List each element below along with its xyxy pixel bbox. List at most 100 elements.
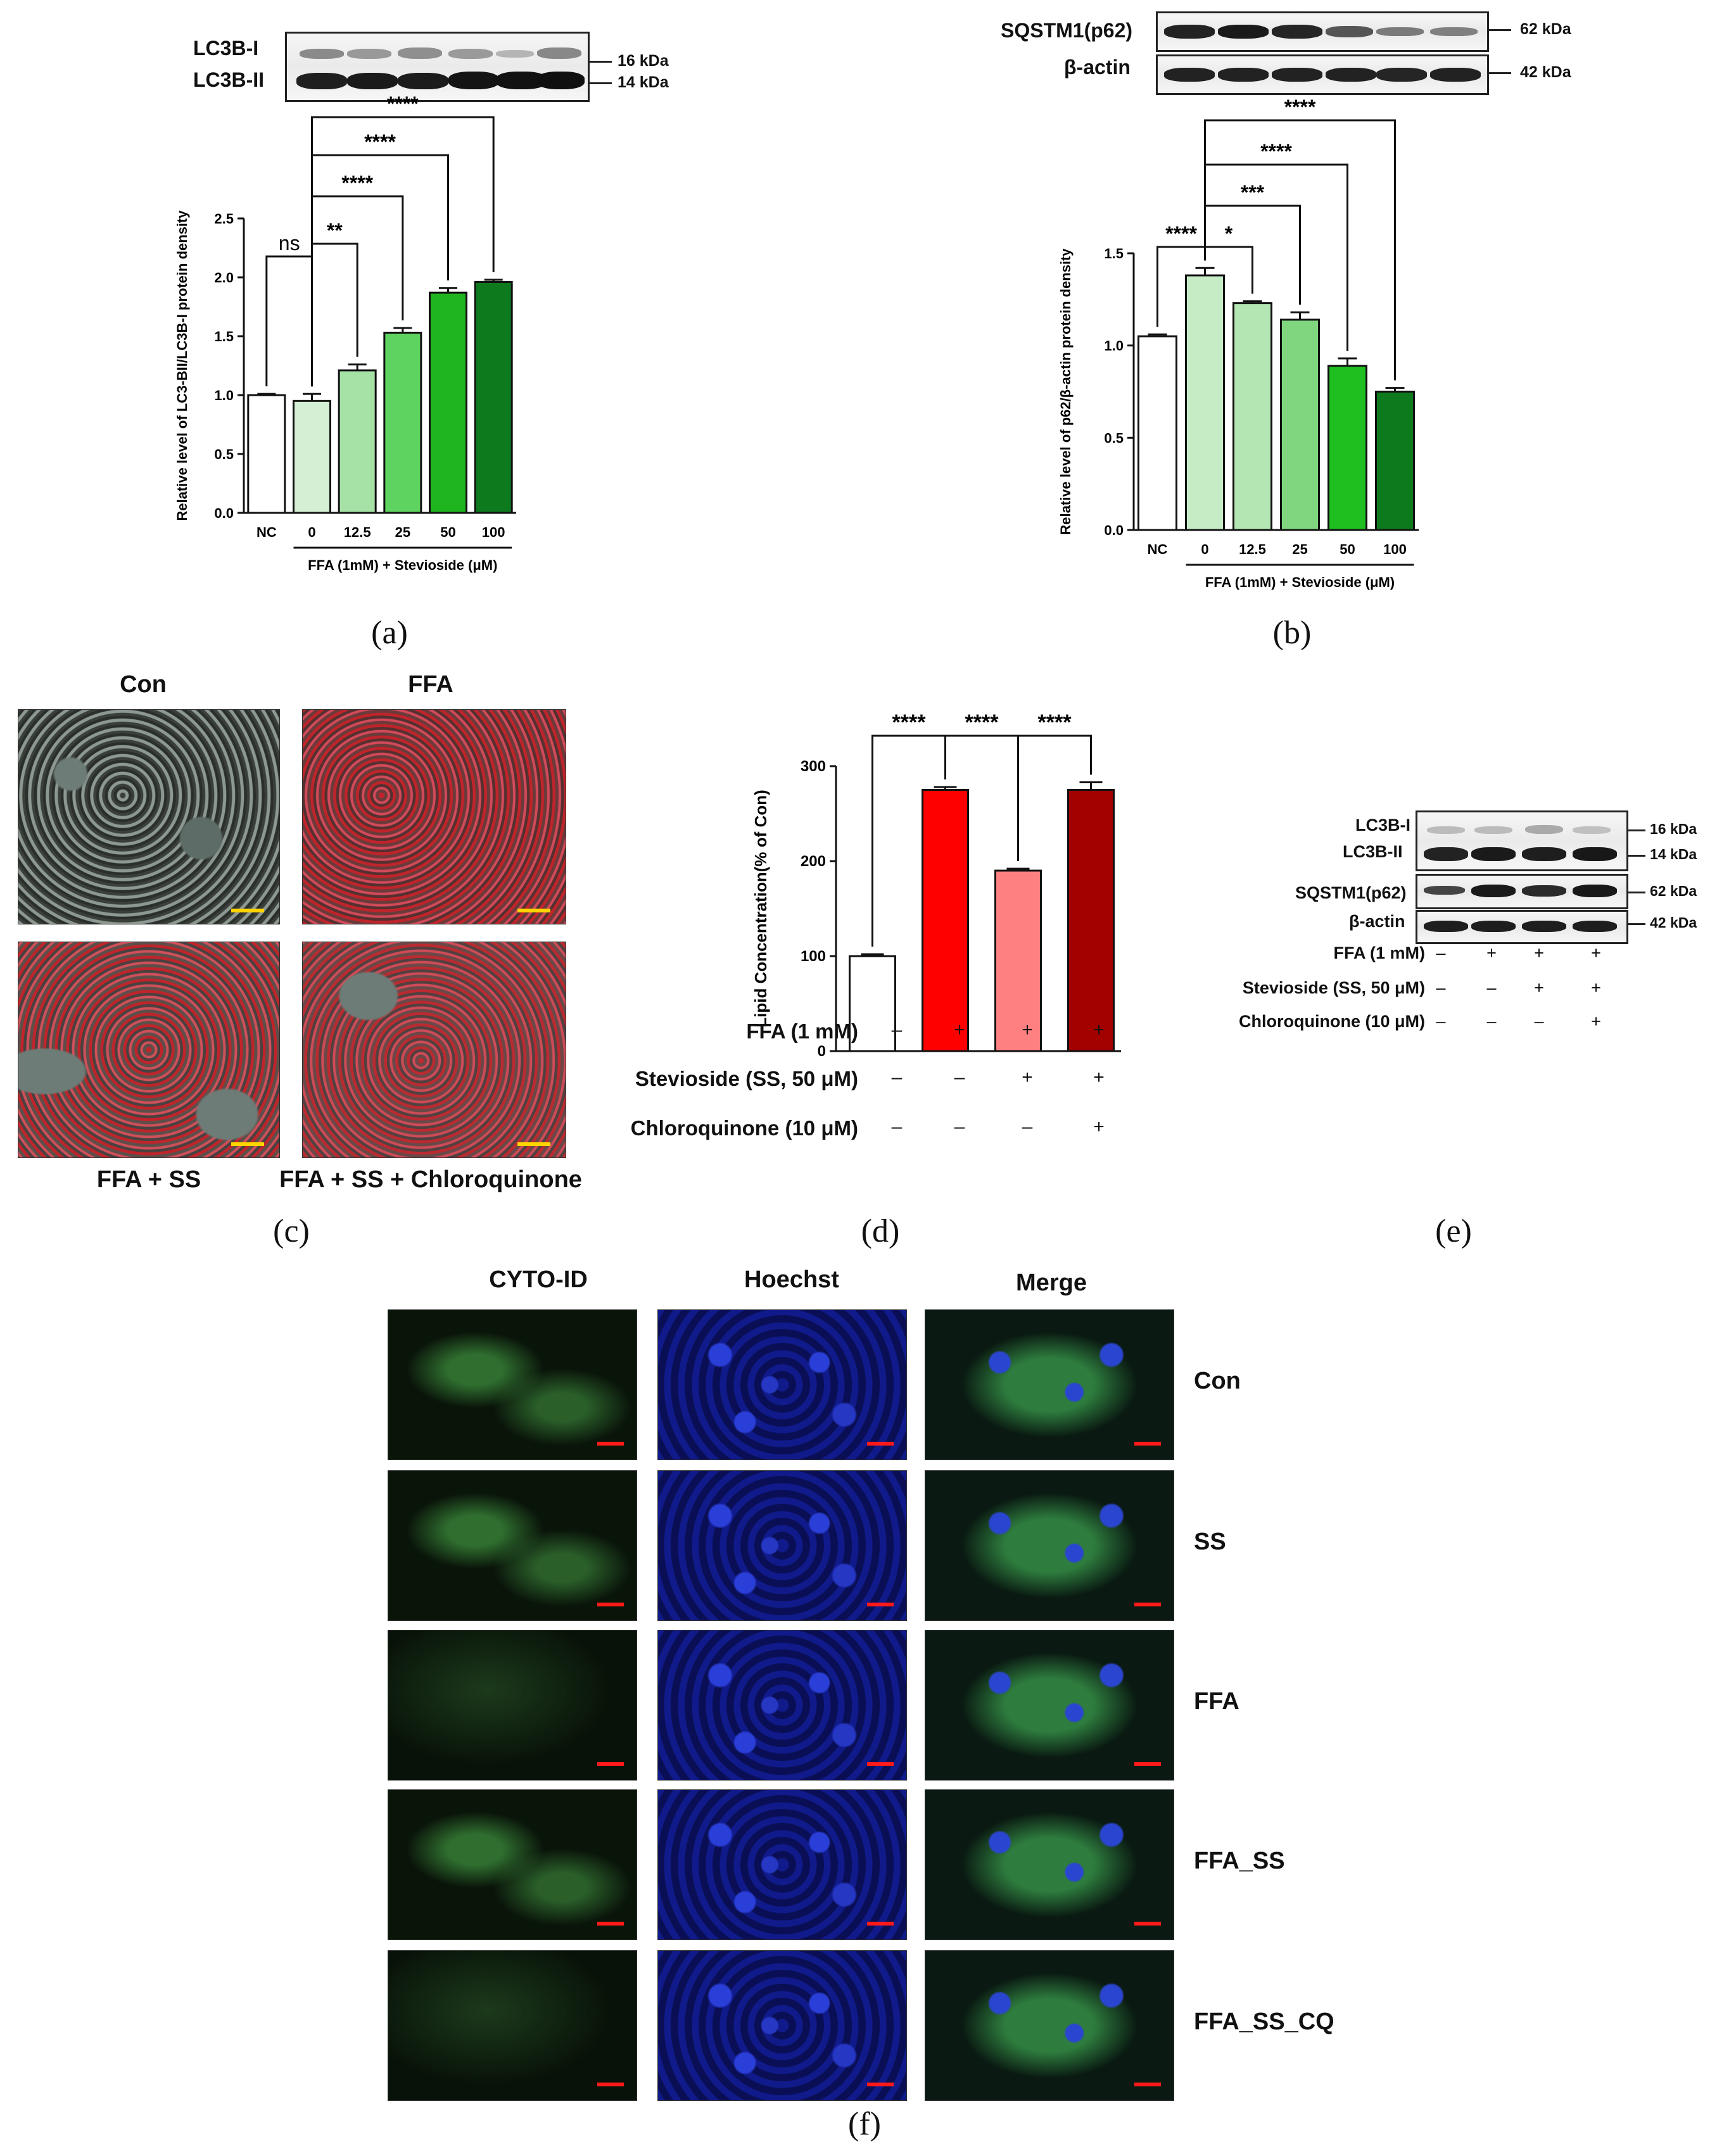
micrograph-con	[18, 709, 280, 924]
significance-bracket	[1204, 163, 1348, 351]
condition-label: FFA (1 mM)	[746, 1019, 858, 1043]
condition-sign: +	[1093, 1019, 1105, 1040]
panel-label-a: (a)	[371, 615, 408, 651]
blot-e-label-sqstm1: SQSTM1(p62)	[1295, 883, 1407, 902]
condition-sign: –	[891, 1067, 903, 1088]
y-tick-label: 1.0	[1104, 338, 1124, 354]
fluorescence-image-cytoid	[388, 1309, 637, 1460]
blot-e-label-beta-actin: β-actin	[1349, 912, 1405, 931]
scale-bar	[597, 1922, 624, 1926]
significance-bracket	[311, 154, 449, 387]
bar	[1280, 318, 1320, 531]
fluorescence-image-merge	[925, 1309, 1174, 1460]
y-tick-label: 1.5	[1104, 246, 1124, 262]
condition-sign: –	[1486, 978, 1497, 997]
panel-f-row-label: FFA	[1194, 1688, 1239, 1715]
fluorescence-image-merge	[925, 1950, 1174, 2101]
y-tick-label: 1.5	[214, 329, 234, 344]
y-tick-label: 0	[818, 1043, 826, 1060]
scale-bar	[597, 1762, 624, 1766]
x-axis-label: FFA (1mM) + Stevioside (μM)	[308, 557, 497, 573]
y-axis-label: Lipid Concentration(% of Con)	[751, 790, 770, 1028]
blot-e-label-lc3b-ii: LC3B-II	[1343, 842, 1403, 861]
fluorescence-image-hoechst	[657, 1950, 907, 2101]
bar	[247, 394, 286, 514]
panel-label-f: (f)	[848, 2106, 881, 2142]
condition-label: FFA (1 mM)	[1333, 943, 1426, 962]
x-tick-label: 50	[1340, 541, 1355, 557]
bar	[1137, 335, 1177, 531]
panel-f-row-label: SS	[1194, 1529, 1226, 1555]
fluorescence-image-cytoid	[388, 1950, 637, 2101]
y-tick-label: 2.5	[214, 211, 234, 227]
significance-bracket	[265, 255, 313, 387]
fluorescence-image-hoechst	[657, 1630, 907, 1781]
scale-bar	[1134, 2083, 1161, 2086]
significance-label: ****	[892, 710, 927, 734]
x-tick-label: 25	[395, 524, 410, 540]
condition-sign: +	[1534, 978, 1544, 997]
condition-sign: +	[1591, 978, 1601, 997]
scale-bar	[231, 1142, 264, 1146]
condition-sign: +	[1591, 1012, 1601, 1031]
condition-sign: –	[891, 1116, 903, 1137]
y-tick-label: 0.0	[1104, 522, 1124, 538]
condition-sign: +	[1534, 943, 1544, 962]
y-tick-label: 200	[801, 853, 826, 870]
scale-bar	[1134, 1603, 1161, 1606]
chart-d: 0 100 200 300 Lipid Concentration(% of Con) *…	[751, 710, 1121, 1060]
blot-e-label-lc3b-i: LC3B-I	[1355, 816, 1410, 835]
condition-sign: +	[1093, 1116, 1105, 1137]
fluorescence-image-hoechst	[657, 1309, 907, 1460]
x-tick-label: 50	[440, 524, 455, 540]
kda-16: 16 kDa	[618, 52, 669, 70]
condition-sign: +	[1591, 943, 1601, 962]
bar	[1067, 789, 1115, 1052]
western-blot-p62	[1156, 11, 1489, 52]
y-tick-label: 2.0	[214, 270, 234, 286]
fluorescence-image-merge	[925, 1470, 1174, 1621]
blot-label-beta-actin: β-actin	[1064, 56, 1131, 79]
bar	[1185, 274, 1225, 531]
scale-bar	[597, 2083, 624, 2086]
fluorescence-image-hoechst	[657, 1789, 907, 1940]
blot-label-lc3b-ii: LC3B-II	[193, 68, 264, 91]
y-tick-label: 0.0	[214, 505, 234, 521]
scale-bar	[597, 1442, 624, 1446]
significance-label: ****	[1260, 140, 1292, 163]
scale-bar	[1134, 1922, 1161, 1926]
fluorescence-image-cytoid	[388, 1470, 637, 1621]
scale-bar	[867, 1603, 894, 1606]
condition-sign: –	[1022, 1116, 1033, 1137]
condition-sign: +	[1486, 943, 1497, 962]
y-axis-label: Relative level of p62/β-actin protein de…	[1058, 248, 1074, 535]
x-tick-label: 0	[308, 524, 315, 540]
x-tick-label: NC	[1148, 541, 1168, 557]
micrograph-ffa-ss-cq	[302, 942, 566, 1158]
scale-bar	[597, 1603, 624, 1606]
scale-bar	[517, 909, 550, 912]
bar	[383, 331, 422, 514]
bar	[429, 291, 467, 514]
x-axis-label: FFA (1mM) + Stevioside (μM)	[1205, 574, 1395, 590]
western-blot-beta-actin-b	[1156, 54, 1489, 95]
significance-label: ****	[1284, 96, 1316, 118]
fluorescence-image-cytoid	[388, 1630, 637, 1781]
x-tick-label: 0	[1201, 541, 1208, 557]
western-blot-lc3b	[285, 32, 590, 102]
significance-label: ****	[387, 95, 419, 115]
scale-bar	[867, 2083, 894, 2086]
condition-sign: +	[1022, 1019, 1033, 1040]
condition-sign: –	[954, 1067, 965, 1088]
micrograph-ffa	[302, 709, 566, 924]
kda-62: 62 kDa	[1520, 20, 1571, 38]
western-blot-e-p62	[1416, 874, 1628, 909]
x-tick-label: 100	[1383, 541, 1407, 557]
x-tick-label: 25	[1292, 541, 1307, 557]
fluorescence-image-hoechst	[657, 1470, 907, 1621]
condition-sign: –	[1436, 1012, 1446, 1031]
significance-label: ns	[279, 232, 300, 255]
condition-sign: –	[891, 1019, 903, 1040]
blot-label-lc3b-i: LC3B-I	[193, 37, 259, 60]
chart-a: 0.0 0.5 1.0 1.5 2.0 2.5 Relative level of LC3-…	[174, 95, 516, 573]
